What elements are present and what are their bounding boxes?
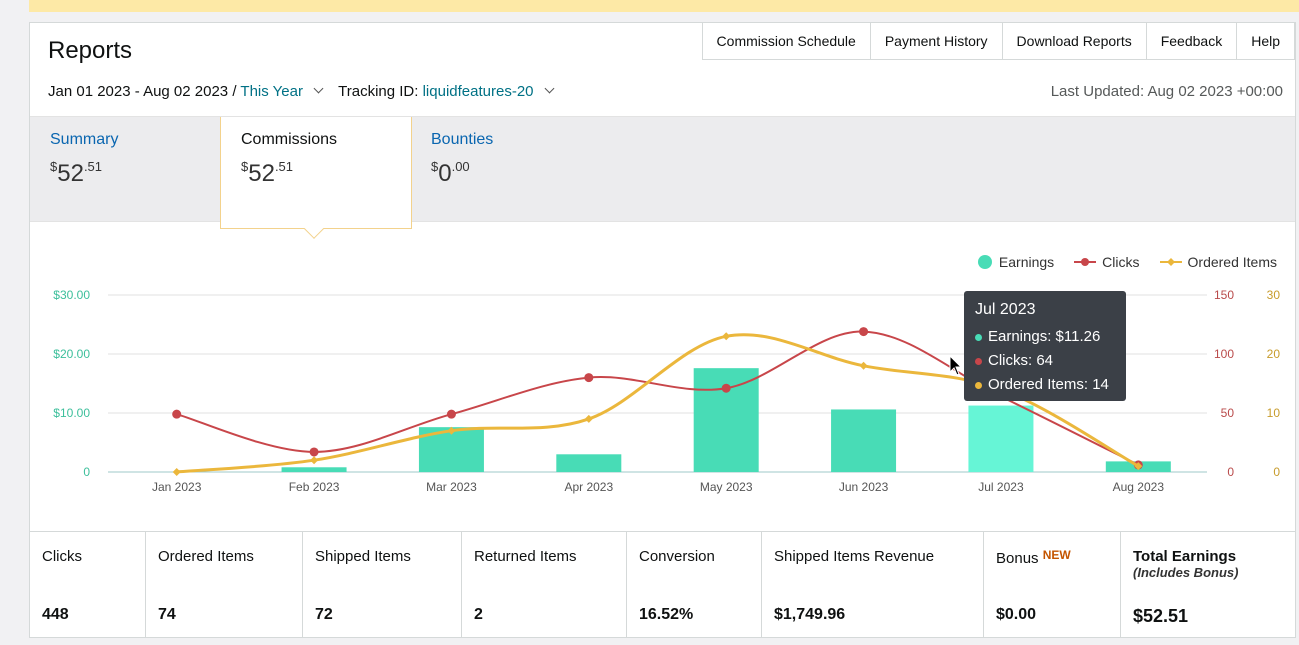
- stat-bonus: Bonus NEW $0.00: [984, 532, 1121, 638]
- mouse-cursor-icon: [949, 355, 963, 376]
- x-axis-tick: Jul 2023: [978, 480, 1024, 494]
- chart-tooltip: Jul 2023 Earnings: $11.26 Clicks: 64 Ord…: [964, 291, 1126, 401]
- tooltip-row-clicks: Clicks: 64: [975, 349, 1115, 373]
- tab-summary[interactable]: Summary $52.51: [30, 117, 220, 223]
- ordered-line-icon: [1159, 258, 1182, 266]
- x-axis-tick: Aug 2023: [1113, 480, 1165, 494]
- ordered-items-point: [1134, 462, 1143, 471]
- stat-shipped-revenue: Shipped Items Revenue $1,749.96: [762, 532, 984, 638]
- clicks-axis-tick: 50: [1221, 406, 1235, 420]
- left-axis-tick: $10.00: [53, 406, 90, 420]
- stat-returned-items: Returned Items 2: [462, 532, 627, 638]
- x-axis-tick: May 2023: [700, 480, 753, 494]
- tab-label: Bounties: [431, 131, 494, 148]
- download-reports-link[interactable]: Download Reports: [1001, 23, 1147, 60]
- ordered-items-point: [172, 468, 181, 476]
- page-title: Reports: [48, 37, 133, 64]
- ordered-axis-tick: 10: [1267, 406, 1281, 420]
- clicks-axis-tick: 0: [1227, 465, 1234, 479]
- earnings-dot-icon: [977, 255, 992, 269]
- commission-schedule-link[interactable]: Commission Schedule: [701, 23, 871, 60]
- x-axis-tick: Jun 2023: [839, 480, 889, 494]
- left-axis-tick: $30.00: [53, 288, 90, 302]
- left-axis-tick: 0: [83, 465, 90, 479]
- help-link[interactable]: Help: [1236, 23, 1295, 60]
- tab-label: Summary: [50, 131, 119, 148]
- earnings-bar: [281, 467, 347, 472]
- new-badge: NEW: [1042, 548, 1071, 562]
- stats-row: Clicks 448 Ordered Items 74 Shipped Item…: [30, 531, 1295, 638]
- clicks-point: [584, 373, 594, 383]
- date-range[interactable]: Jan 01 2023 - Aug 02 2023 / This Year: [48, 83, 324, 100]
- tooltip-title: Jul 2023: [975, 301, 1036, 318]
- feedback-link[interactable]: Feedback: [1145, 23, 1238, 60]
- stat-conversion: Conversion 16.52%: [627, 532, 762, 638]
- payment-history-link[interactable]: Payment History: [869, 23, 1003, 60]
- tooltip-row-ordered: Ordered Items: 14: [975, 373, 1115, 397]
- ordered-items-point: [310, 456, 319, 465]
- legend-ordered-items[interactable]: Ordered Items: [1159, 254, 1277, 270]
- earnings-chart: 0 $10.00 $20.00 $30.00 0 50 100 150 0 10 20 30 Jan 2…: [53, 288, 1281, 494]
- ordered-items-point: [584, 414, 593, 423]
- x-axis-tick: Apr 2023: [564, 480, 613, 494]
- tracking-id-value: liquidfeatures-20: [422, 83, 534, 100]
- x-axis-tick: Jan 2023: [152, 480, 202, 494]
- notice-banner: [29, 0, 1299, 12]
- range-preset: This Year: [240, 83, 303, 100]
- clicks-axis-tick: 100: [1214, 347, 1234, 361]
- tab-amount: $52.51: [241, 159, 294, 187]
- earnings-bar: [831, 409, 897, 472]
- x-axis-tick: Feb 2023: [289, 480, 340, 494]
- clicks-point: [446, 409, 456, 419]
- summary-tabs: Summary $52.51 Commissions $52.51 Bounti…: [30, 116, 1295, 229]
- filter-bar: Jan 01 2023 - Aug 02 2023 / This Year Tr…: [48, 83, 555, 100]
- legend-clicks[interactable]: Clicks: [1074, 254, 1140, 270]
- ordered-axis-tick: 0: [1273, 465, 1280, 479]
- tracking-id-select[interactable]: Tracking ID: liquidfeatures-20: [338, 83, 555, 100]
- clicks-axis-tick: 150: [1214, 288, 1234, 302]
- clicks-point: [172, 409, 182, 419]
- tab-amount: $52.51: [50, 159, 103, 187]
- ordered-items-point: [859, 361, 868, 370]
- earnings-bar: [556, 454, 622, 472]
- x-axis-tick: Mar 2023: [426, 480, 477, 494]
- ordered-axis-tick: 20: [1267, 347, 1281, 361]
- stat-total-earnings: Total Earnings (Includes Bonus) $52.51: [1133, 548, 1239, 626]
- tab-label: Commissions: [241, 131, 338, 148]
- clicks-line-icon: [1074, 258, 1097, 266]
- chart-legend: Earnings Clicks Ordered Items: [958, 254, 1277, 270]
- left-axis-tick: $20.00: [53, 347, 90, 361]
- earnings-bar: [968, 405, 1034, 472]
- stat-clicks: Clicks 448: [30, 532, 146, 638]
- tracking-label: Tracking ID:: [338, 83, 419, 100]
- tab-amount: $0.00: [431, 159, 470, 187]
- legend-earnings[interactable]: Earnings: [977, 254, 1054, 270]
- tooltip-row-earnings: Earnings: $11.26: [975, 325, 1115, 349]
- ordered-items-point: [722, 332, 731, 341]
- tab-bounties[interactable]: Bounties $0.00: [411, 117, 601, 223]
- stat-shipped-items: Shipped Items 72: [303, 532, 462, 638]
- ordered-items-point: [447, 426, 456, 435]
- chevron-down-icon: [544, 83, 555, 94]
- chevron-down-icon: [313, 83, 324, 94]
- stat-ordered-items: Ordered Items 74: [146, 532, 303, 638]
- clicks-point: [721, 383, 731, 393]
- date-range-text: Jan 01 2023 - Aug 02 2023 /: [48, 83, 237, 100]
- last-updated: Last Updated: Aug 02 2023 +00:00: [1050, 83, 1283, 100]
- ordered-axis-tick: 30: [1267, 288, 1281, 302]
- tab-commissions[interactable]: Commissions $52.51: [220, 117, 412, 229]
- top-nav: Commission Schedule Payment History Down…: [701, 23, 1295, 60]
- clicks-point: [309, 447, 319, 457]
- clicks-point: [859, 327, 869, 337]
